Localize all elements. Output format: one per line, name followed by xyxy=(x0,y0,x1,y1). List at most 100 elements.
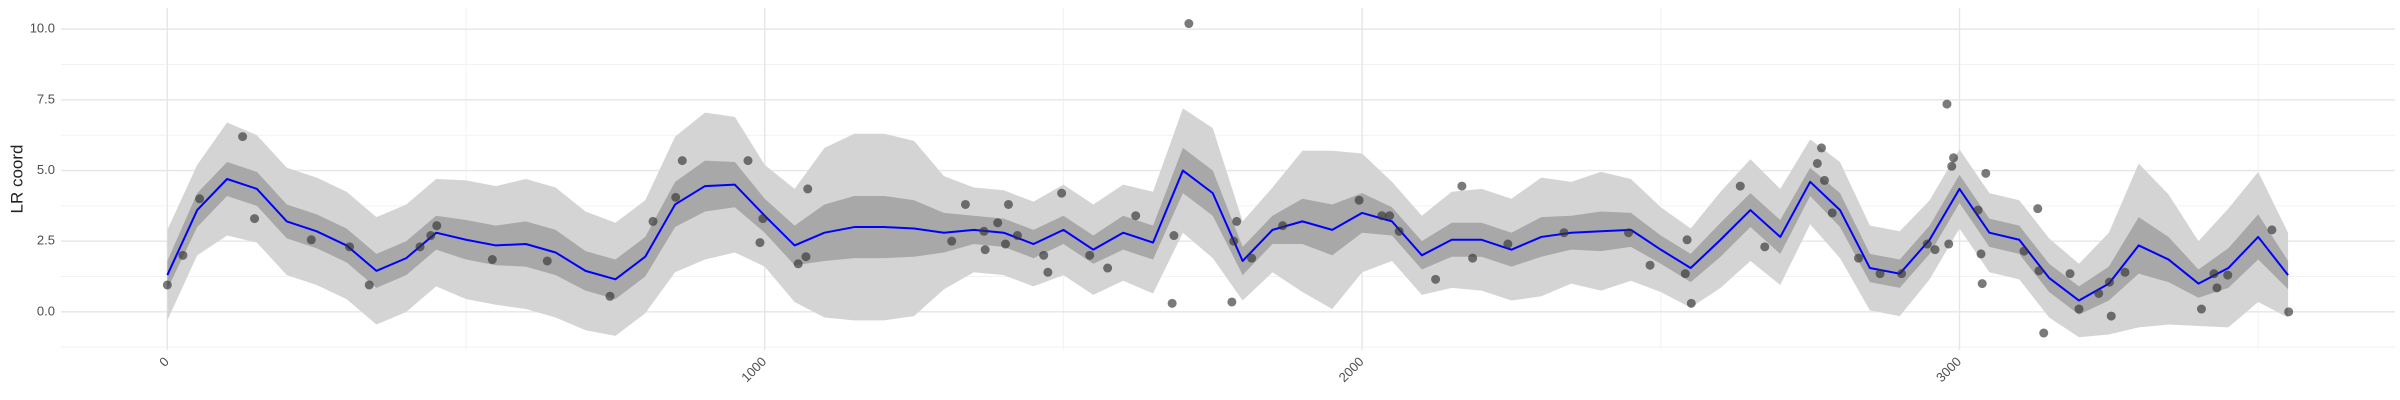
data-point xyxy=(743,156,753,166)
data-point xyxy=(2223,270,2233,280)
data-point xyxy=(2106,311,2116,321)
data-point xyxy=(1229,236,1239,246)
data-point xyxy=(1232,216,1242,226)
data-point xyxy=(1184,19,1194,29)
data-point xyxy=(1227,297,1237,307)
data-point xyxy=(1645,260,1655,270)
data-point xyxy=(755,238,765,248)
data-point xyxy=(2267,225,2277,235)
data-point xyxy=(1944,239,1954,249)
data-point xyxy=(426,231,436,241)
data-point xyxy=(1981,168,1991,178)
data-point xyxy=(178,250,188,260)
data-point xyxy=(162,280,172,290)
data-point xyxy=(1103,263,1113,273)
data-point xyxy=(980,245,990,255)
data-point xyxy=(1131,211,1141,221)
data-point xyxy=(1760,242,1770,252)
data-point xyxy=(1682,235,1692,245)
data-point xyxy=(2094,288,2104,298)
data-point xyxy=(2019,246,2029,256)
data-point xyxy=(2034,266,2044,276)
data-point xyxy=(2284,307,2294,317)
data-point xyxy=(1686,298,1696,308)
data-point xyxy=(677,156,687,166)
data-point xyxy=(1377,211,1387,221)
data-point xyxy=(432,221,442,231)
y-tick-label: 10.0 xyxy=(30,21,55,36)
data-point xyxy=(1457,181,1467,191)
data-point xyxy=(1947,161,1957,171)
data-point xyxy=(1468,253,1478,263)
data-point xyxy=(1043,267,1053,277)
data-point xyxy=(1394,226,1404,236)
smooth-line xyxy=(166,169,2289,302)
y-tick-label: 0.0 xyxy=(37,303,55,318)
data-point xyxy=(250,214,260,224)
data-point xyxy=(1817,143,1827,153)
data-point xyxy=(758,214,768,224)
data-point xyxy=(1057,188,1067,198)
data-point xyxy=(2033,204,2043,214)
data-point xyxy=(238,132,248,142)
x-tick-label: 0 xyxy=(156,354,172,370)
data-point xyxy=(1167,298,1177,308)
data-point xyxy=(1169,231,1179,241)
data-point xyxy=(1039,250,1049,260)
data-point xyxy=(1559,228,1569,238)
data-point xyxy=(801,252,811,262)
data-point xyxy=(1854,253,1864,263)
data-point xyxy=(1247,253,1257,263)
data-point xyxy=(1930,245,1940,255)
data-point xyxy=(1976,249,1986,259)
data-point xyxy=(947,236,957,246)
data-point xyxy=(2039,328,2049,338)
data-point xyxy=(1354,195,1364,205)
data-point xyxy=(1503,239,1513,249)
data-point xyxy=(1735,181,1745,191)
data-point xyxy=(2120,267,2130,277)
data-point xyxy=(605,291,615,301)
data-point xyxy=(2104,277,2114,287)
y-tick-label: 5.0 xyxy=(37,162,55,177)
data-point xyxy=(1431,274,1441,284)
data-point xyxy=(1949,153,1959,163)
data-point xyxy=(793,259,803,269)
data-point xyxy=(1942,99,1952,109)
data-point xyxy=(2212,283,2222,293)
data-point xyxy=(1624,228,1634,238)
x-tick-label: 2000 xyxy=(1336,354,1367,385)
data-point xyxy=(960,199,970,209)
data-point xyxy=(1000,239,1010,249)
y-tick-label: 2.5 xyxy=(37,233,55,248)
data-point xyxy=(364,280,374,290)
data-point xyxy=(803,184,813,194)
data-point xyxy=(1827,208,1837,218)
y-axis-label: LR coord xyxy=(7,145,26,214)
data-point xyxy=(487,255,497,265)
x-tick-label: 1000 xyxy=(738,354,769,385)
data-point xyxy=(2074,304,2084,314)
data-point xyxy=(306,235,316,245)
data-point xyxy=(993,218,1003,228)
data-point xyxy=(1003,199,1013,209)
data-point xyxy=(415,242,425,252)
data-point xyxy=(1819,175,1829,185)
data-point xyxy=(648,216,658,226)
data-point xyxy=(195,194,205,204)
data-point xyxy=(2196,304,2206,314)
data-point xyxy=(2209,269,2219,279)
data-point xyxy=(1977,279,1987,289)
data-point xyxy=(1278,221,1288,231)
data-point xyxy=(1812,158,1822,168)
data-point xyxy=(1973,205,1983,215)
x-tick-label: 3000 xyxy=(1933,354,1964,385)
data-point xyxy=(1875,269,1885,279)
data-point xyxy=(979,226,989,236)
data-point xyxy=(542,256,552,266)
data-point xyxy=(2065,269,2075,279)
data-point xyxy=(671,192,681,202)
data-point xyxy=(345,242,355,252)
data-point xyxy=(1385,211,1395,221)
